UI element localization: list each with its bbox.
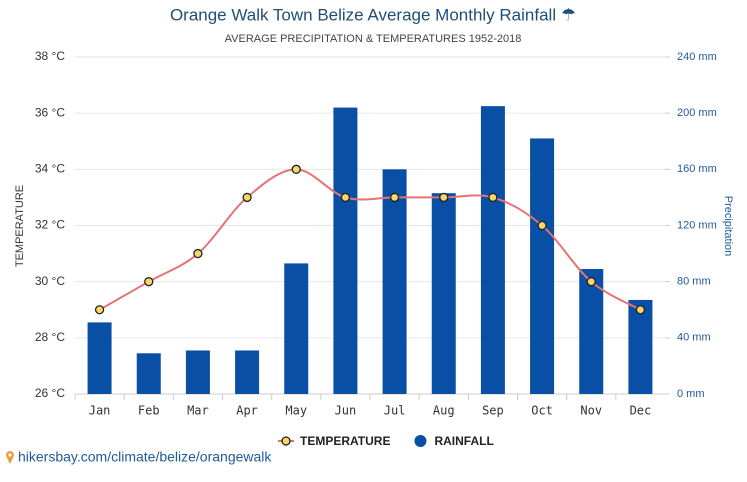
y2-tick-label: 80 mm — [677, 276, 711, 288]
bar — [284, 263, 309, 394]
bar — [530, 138, 555, 394]
line-marker — [439, 192, 449, 203]
bar — [185, 350, 210, 394]
y-axis-title: TEMPERATURE — [14, 185, 26, 267]
y2-tick-label: 120 mm — [677, 219, 717, 231]
y2-tick-label: 160 mm — [677, 163, 717, 175]
y-tick-label: 26 °C — [35, 386, 65, 400]
bar — [480, 106, 505, 394]
y2-tick-label: 0 mm — [677, 388, 705, 400]
source-icon — [6, 451, 14, 464]
y2-tick-label: 240 mm — [677, 51, 717, 63]
x-tick-label: Aug — [433, 404, 455, 418]
line-marker — [291, 164, 301, 174]
source-link[interactable]: hikersbay.com/climate/belize/orangewalk — [18, 449, 272, 465]
y-tick-label: 36 °C — [35, 105, 65, 119]
bar — [136, 353, 161, 394]
line-marker — [537, 220, 547, 231]
bar — [333, 107, 358, 395]
line-marker — [94, 305, 105, 315]
line-marker — [586, 277, 596, 287]
line-marker — [488, 192, 498, 203]
bar — [235, 350, 260, 394]
x-tick-label: Dec — [630, 404, 652, 418]
y-tick-label: 30 °C — [35, 274, 65, 288]
legend-marker — [281, 436, 291, 446]
bar — [628, 299, 653, 394]
line-marker — [635, 305, 646, 315]
y2-tick-label: 40 mm — [677, 332, 711, 344]
line-marker — [242, 192, 252, 203]
y2-axis-title: Precipitation — [722, 196, 734, 257]
line-marker — [389, 192, 400, 203]
bar — [431, 193, 456, 394]
y-tick-label: 38 °C — [35, 49, 65, 63]
legend-marker — [414, 435, 427, 447]
bar — [579, 269, 604, 394]
x-tick-label: Jun — [335, 404, 357, 418]
line-marker — [340, 192, 351, 203]
x-tick-label: Oct — [531, 404, 553, 418]
x-tick-label: Feb — [138, 404, 160, 418]
temperature-line — [99, 168, 641, 311]
line-marker — [193, 248, 203, 259]
y-tick-label: 32 °C — [35, 218, 65, 232]
y-tick-label: 34 °C — [35, 162, 65, 176]
chart-title: Orange Walk Town Belize Average Monthly … — [170, 5, 576, 24]
bar — [382, 169, 407, 394]
legend-label: TEMPERATURE — [300, 434, 390, 448]
y2-tick-label: 200 mm — [677, 107, 717, 119]
chart-subtitle: AVERAGE PRECIPITATION & TEMPERATURES 195… — [225, 33, 522, 45]
x-tick-label: Mar — [187, 404, 209, 418]
x-tick-label: Jan — [89, 404, 111, 418]
x-tick-label: Apr — [236, 404, 258, 418]
legend-label: RAINFALL — [434, 434, 493, 448]
x-tick-label: Nov — [580, 404, 602, 418]
x-tick-label: Sep — [482, 404, 504, 418]
x-tick-label: May — [285, 404, 307, 418]
line-marker — [144, 277, 154, 287]
bar — [87, 322, 112, 394]
x-tick-label: Jul — [384, 404, 406, 418]
y-tick-label: 28 °C — [35, 330, 65, 344]
